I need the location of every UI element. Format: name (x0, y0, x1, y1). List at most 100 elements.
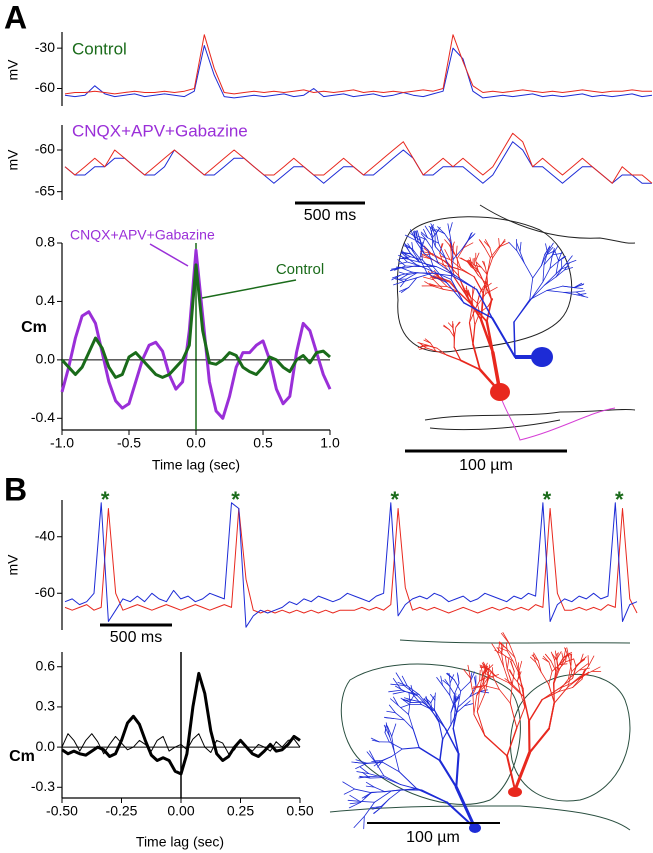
dendrite (363, 815, 365, 830)
dendrite (400, 254, 408, 263)
dendrite (548, 661, 553, 672)
dendrite (467, 664, 471, 679)
dendrite (398, 271, 408, 276)
dendrite (504, 678, 513, 685)
dendrite (555, 268, 563, 278)
dendrite (468, 322, 474, 345)
dendrite (457, 696, 471, 708)
dendrite (365, 785, 375, 788)
dendrite (392, 718, 405, 721)
dendrite (546, 285, 564, 291)
dendrite (480, 266, 488, 275)
spike-marker: * (615, 487, 624, 512)
dendrite (543, 273, 557, 286)
dendrite (463, 703, 474, 707)
series-label: CNQX+APV+Gabazine (70, 227, 215, 243)
dendrite (476, 690, 480, 712)
dendrite (371, 760, 382, 763)
dendrite (452, 248, 463, 260)
dendrite (420, 241, 423, 251)
dendrite (473, 694, 478, 715)
dendrite (435, 231, 439, 244)
dendrite (543, 254, 553, 266)
dendrite (390, 698, 399, 706)
dendrite (559, 658, 566, 665)
panel-label: A (4, 0, 27, 35)
x-tick-label: 1.0 (320, 435, 340, 451)
dendrite (444, 239, 453, 248)
dendrite (374, 790, 392, 803)
dendrite (384, 732, 390, 743)
dendrite (476, 293, 487, 307)
dendrite (438, 759, 458, 789)
dendrite (453, 335, 456, 348)
outline (424, 408, 636, 421)
dendrite (454, 693, 457, 703)
dendrite (343, 788, 356, 795)
dendrite (452, 326, 456, 336)
dendrite (353, 815, 365, 828)
dendrite (487, 257, 493, 273)
soma (531, 347, 553, 367)
dendrite (492, 677, 500, 690)
dendrite (363, 801, 375, 817)
dendrite (558, 682, 573, 689)
dendrite (489, 246, 499, 259)
dendrite (532, 653, 537, 663)
spike-marker: * (231, 487, 240, 512)
dendrite (430, 223, 437, 233)
series-line (64, 508, 638, 614)
dendrite (433, 275, 442, 279)
dendrite (348, 802, 361, 809)
dendrite (474, 264, 482, 268)
dendrite (509, 702, 518, 729)
x-tick-label: 0.5 (253, 435, 273, 451)
dendrite (519, 241, 522, 253)
dendrite (415, 230, 419, 242)
dendrite (475, 252, 480, 262)
dendrite (408, 714, 414, 730)
dendrite (466, 260, 472, 268)
scale-bar-label: 100 µm (459, 457, 513, 474)
dendrite (380, 798, 390, 807)
dendrite (513, 321, 516, 358)
dendrite (359, 775, 371, 779)
dendrite (442, 679, 450, 687)
dendrite (551, 664, 561, 672)
dendrite (463, 302, 493, 319)
dendrite (434, 692, 436, 701)
y-tick-label: 0.6 (36, 657, 56, 673)
dendrite (409, 252, 420, 263)
dendrite (373, 786, 386, 793)
dendrite (409, 693, 416, 703)
dendrite (513, 299, 531, 323)
dendrite (431, 285, 444, 290)
outline (340, 663, 521, 805)
dendrite (481, 665, 488, 678)
dendrite (506, 754, 516, 791)
dendrite (561, 265, 570, 270)
dendrite (365, 781, 375, 788)
dendrite (472, 343, 481, 371)
dendrite (472, 309, 476, 326)
dendrite (457, 674, 460, 684)
dendrite (424, 338, 431, 344)
dendrite (492, 247, 500, 259)
dendrite (451, 247, 458, 259)
dendrite (432, 711, 440, 723)
dendrite (499, 641, 507, 649)
dendrite (462, 668, 471, 679)
dendrite (427, 249, 434, 268)
dendrite (408, 277, 418, 288)
dendrite (399, 274, 408, 280)
outline (396, 216, 573, 353)
dendrite (430, 225, 436, 236)
dendrite (420, 249, 423, 261)
dendrite (468, 262, 479, 272)
dendrite (450, 712, 457, 726)
dendrite (453, 679, 462, 692)
dendrite (502, 653, 514, 662)
dendrite (553, 686, 569, 704)
dendrite (498, 647, 508, 652)
soma (508, 787, 522, 797)
